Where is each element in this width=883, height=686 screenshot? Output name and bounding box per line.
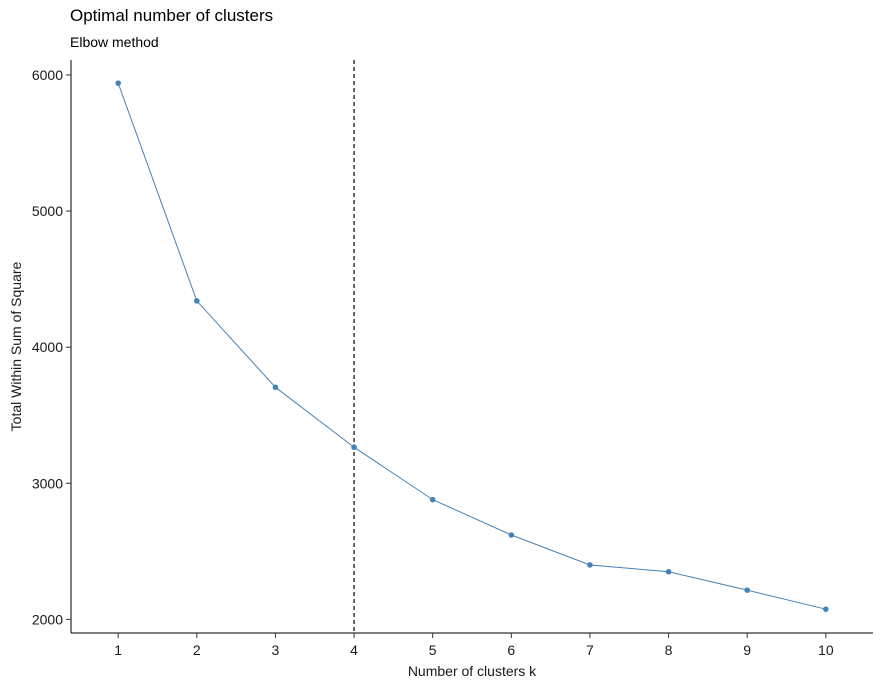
y-tick-label: 6000 [32,67,63,83]
x-tick-label: 3 [272,642,280,658]
series-line [117,82,826,610]
y-tick-label: 5000 [32,203,63,219]
data-point [351,444,357,451]
x-axis-title: Number of clusters k [408,663,537,679]
y-tick-label: 4000 [32,339,63,355]
x-tick-label: 2 [193,642,201,658]
x-tick-label: 6 [507,642,515,658]
x-tick-label: 4 [350,642,358,658]
x-tick-label: 7 [586,642,594,658]
data-point [429,496,436,503]
x-tick-label: 10 [818,642,834,658]
data-point [744,587,750,593]
y-axis-title: Total Within Sum of Square [8,261,24,431]
y-tick-label: 2000 [32,611,63,627]
x-tick-label: 8 [665,642,673,658]
data-point [823,606,829,612]
data-point [115,80,121,86]
x-tick-label: 5 [429,642,437,658]
x-tick-label: 9 [743,642,751,658]
data-point [587,562,593,568]
y-tick-label: 3000 [32,475,63,491]
chart-title: Optimal number of clusters [70,6,274,25]
data-point [665,568,672,575]
data-point [508,532,515,538]
chart-subtitle: Elbow method [70,34,159,50]
data-point [272,384,279,391]
x-tick-label: 1 [114,642,122,658]
data-point [194,298,200,304]
